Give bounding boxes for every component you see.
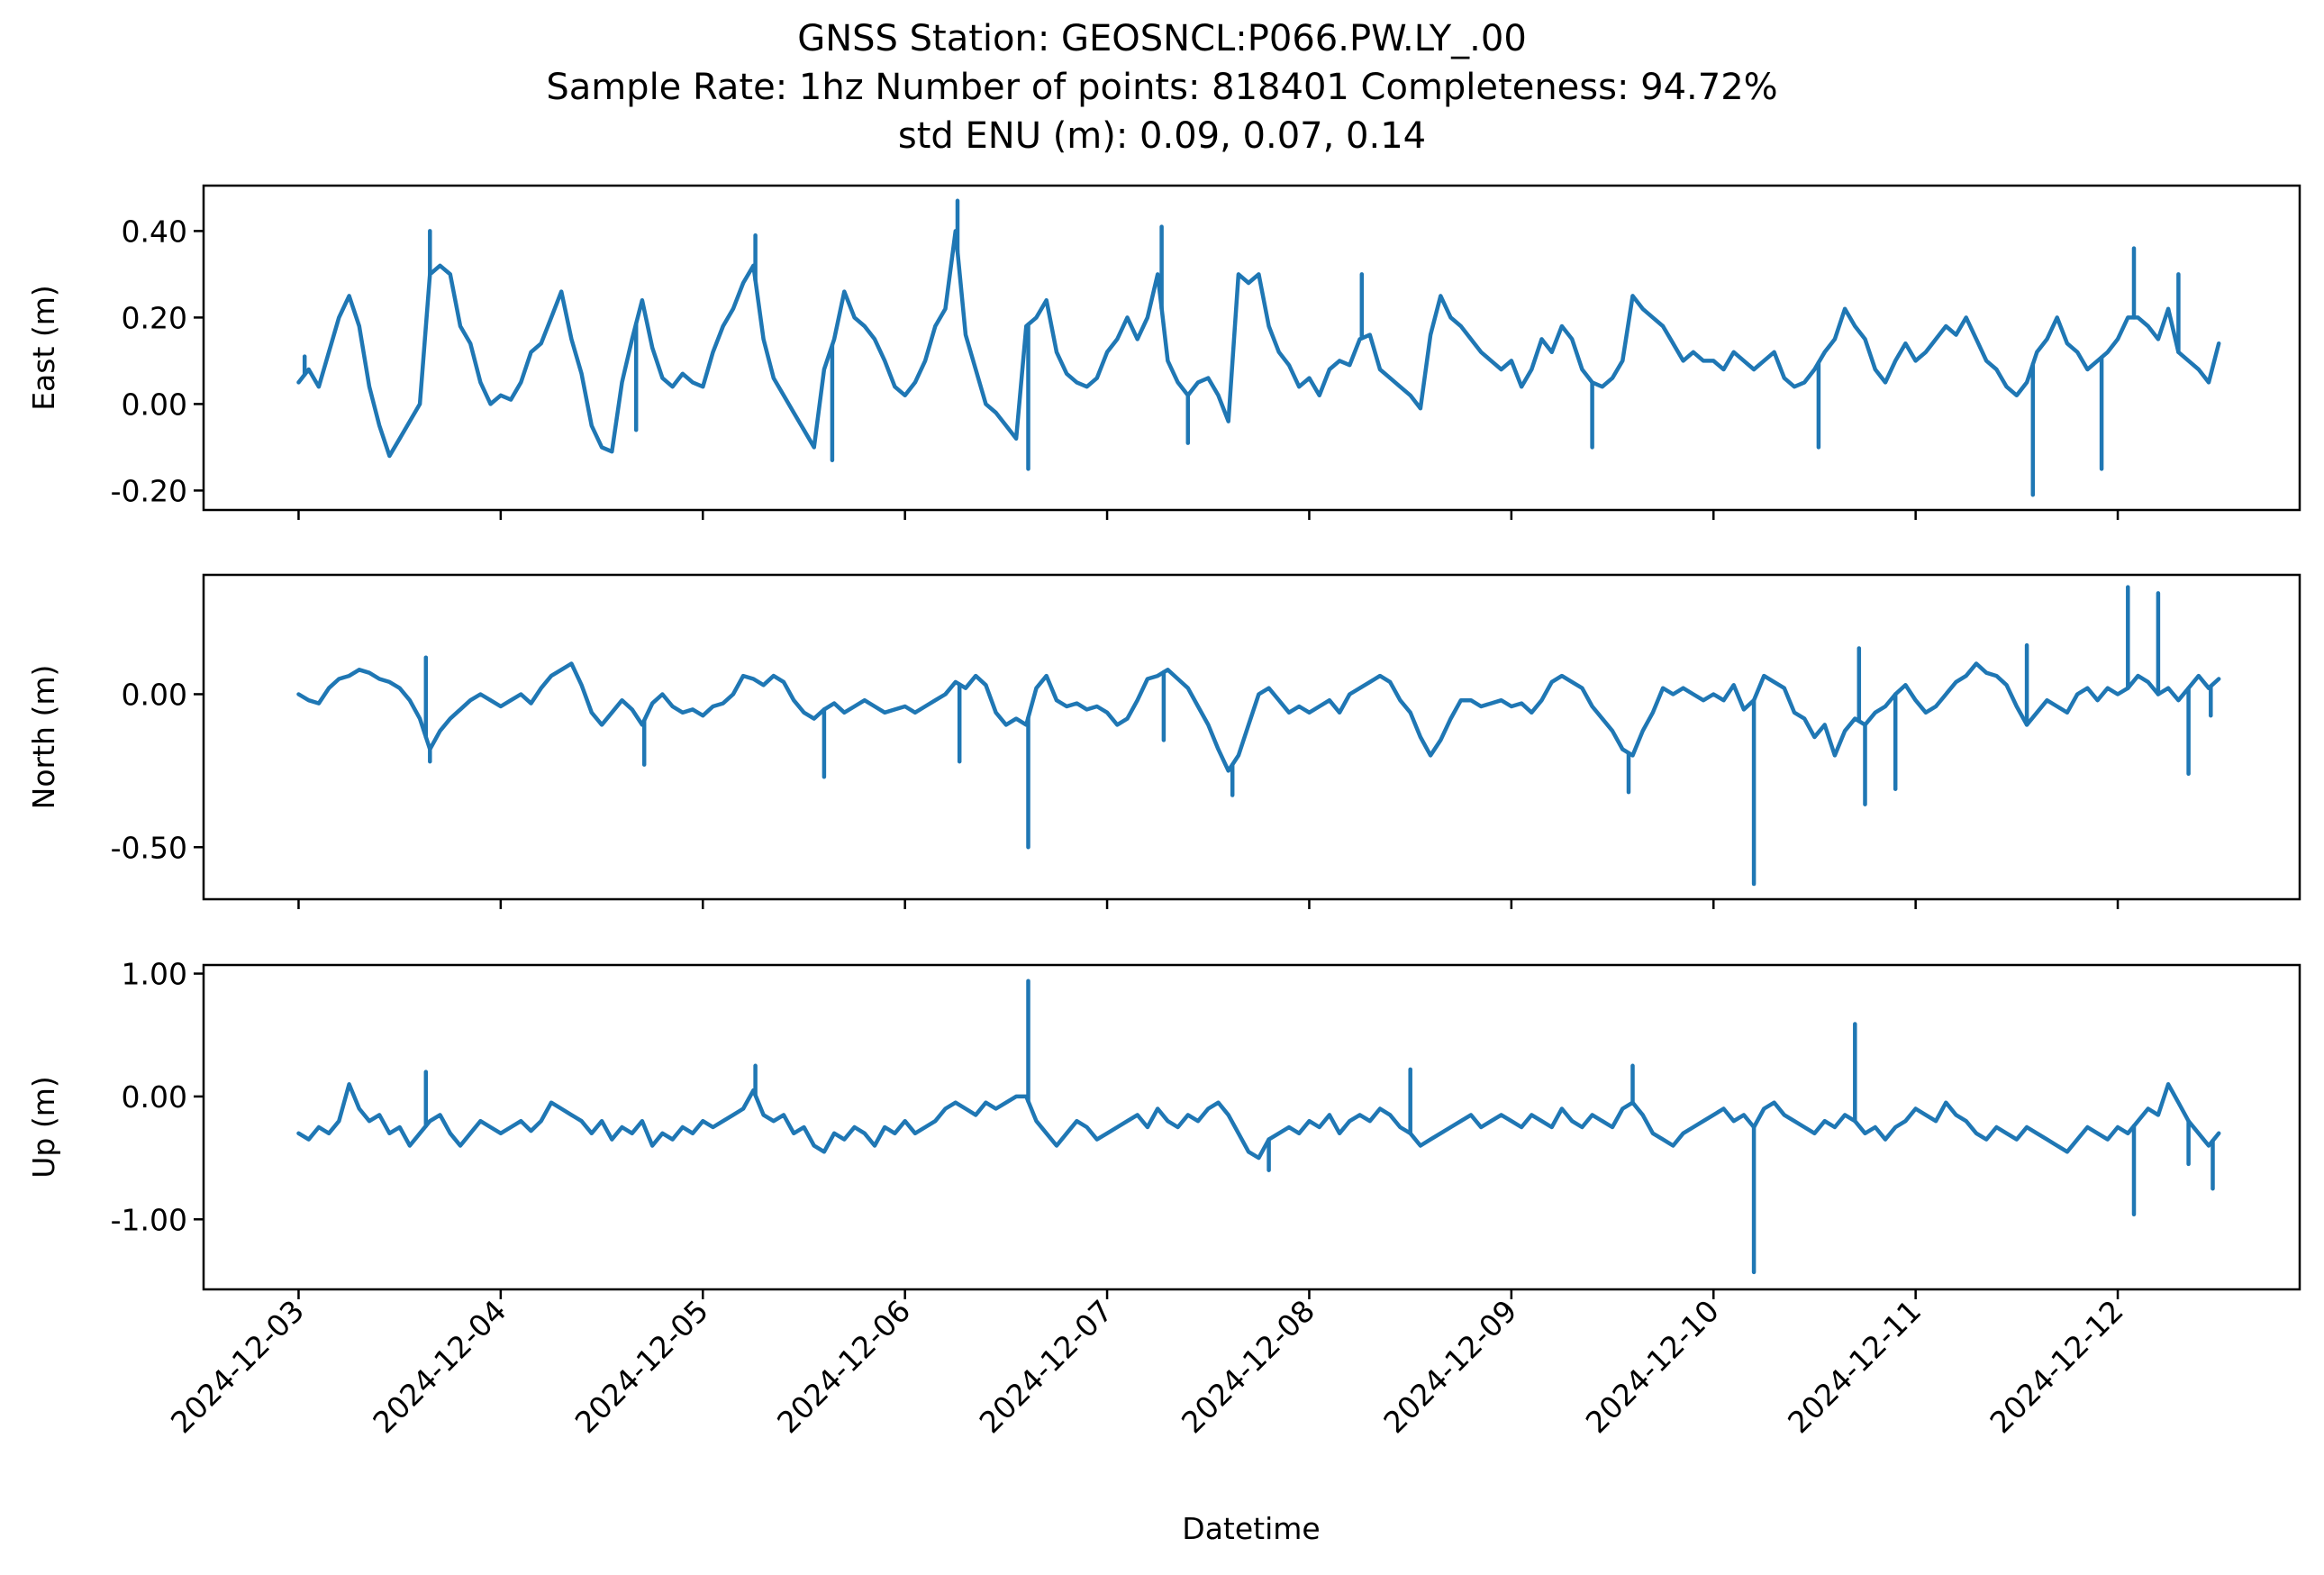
series-line [296,1082,2221,1161]
plot-frame [202,963,2301,1291]
y-tick-label: 0.00 [122,1079,187,1115]
x-axis-label: Datetime [1182,1511,1320,1546]
east-panel: 0.40 0.20 0.00 -0.20 East (m) [26,184,2301,520]
plot-frame [202,184,2301,512]
y-tick-label: -1.00 [111,1202,187,1237]
title-line-2: Sample Rate: 1hz Number of points: 81840… [546,67,1777,108]
up-panel: 1.00 0.00 -1.00 Up (m) [26,957,2301,1299]
y-tick-label: -0.50 [111,830,187,865]
north-panel: 0.00 -0.50 North (m) [26,573,2301,909]
series-line [296,229,2221,459]
title-line-1: GNSS Station: GEOSNCL:P066.PW.LY_.00 [797,18,1527,59]
plot-frame [202,573,2301,901]
y-tick-label: 0.00 [122,677,187,712]
y-axis-label: Up (m) [26,1076,61,1179]
series-line [296,661,2221,773]
y-tick-label: -0.20 [111,473,187,508]
y-axis-label: North (m) [26,665,61,810]
y-axis-label: East (m) [26,285,61,411]
y-tick-label: 0.00 [122,387,187,422]
y-tick-label: 0.20 [122,300,187,335]
title-line-3: std ENU (m): 0.09, 0.07, 0.14 [898,115,1426,157]
chart-title: GNSS Station: GEOSNCL:P066.PW.LY_.00 Sam… [546,18,1777,157]
y-tick-label: 0.40 [122,214,187,249]
y-tick-label: 1.00 [122,957,187,992]
